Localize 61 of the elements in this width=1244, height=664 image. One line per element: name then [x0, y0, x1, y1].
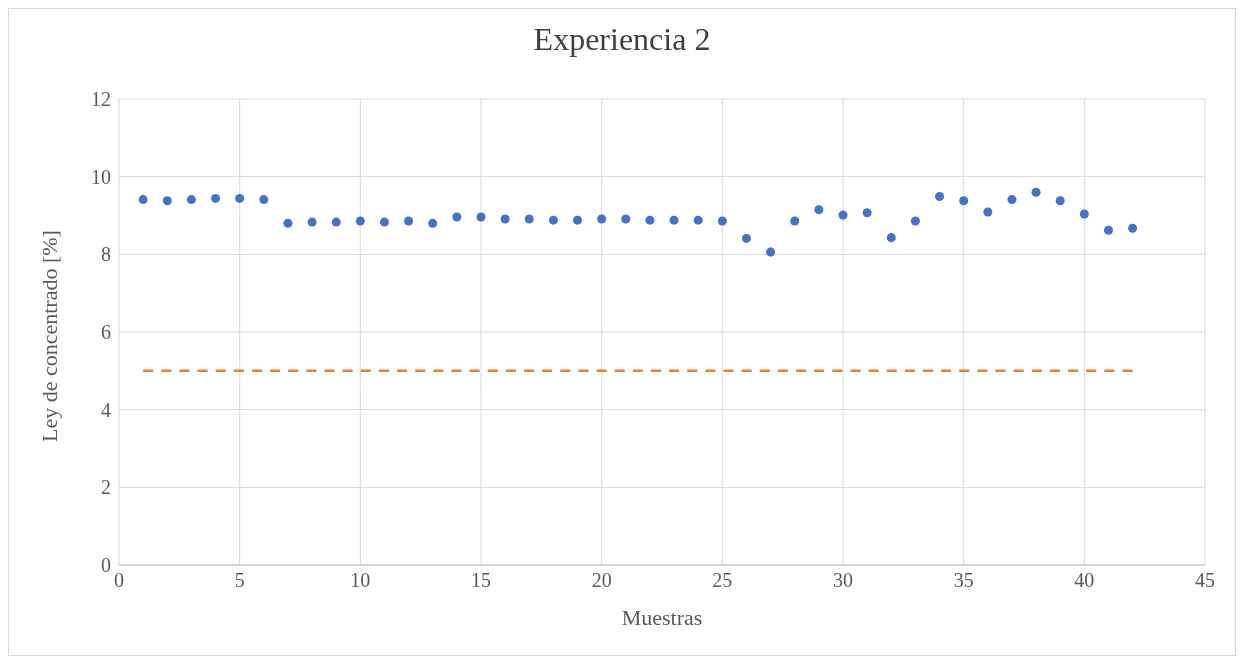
- point: [211, 193, 221, 203]
- point: [959, 196, 969, 206]
- y-tick-label: 0: [101, 554, 111, 577]
- point: [259, 195, 269, 205]
- point: [331, 217, 341, 227]
- point: [186, 195, 196, 205]
- point: [741, 233, 751, 243]
- point: [404, 216, 414, 226]
- point: [452, 212, 462, 222]
- x-tick-label: 25: [712, 569, 733, 592]
- point: [1079, 209, 1089, 219]
- point: [862, 208, 872, 218]
- x-tick-label: 20: [591, 569, 612, 592]
- x-tick-label: 15: [471, 569, 491, 592]
- x-tick-label: 45: [1195, 569, 1215, 592]
- point: [766, 247, 776, 257]
- point: [548, 215, 558, 225]
- point: [379, 217, 389, 227]
- point: [717, 216, 727, 226]
- x-axis-title: Muestras: [621, 605, 703, 630]
- chart-title: Experiencia 2: [532, 20, 712, 59]
- point: [524, 214, 534, 224]
- point: [621, 214, 631, 224]
- point: [983, 207, 993, 217]
- point: [597, 214, 607, 224]
- point: [283, 218, 293, 228]
- y-tick-label: 2: [101, 476, 111, 499]
- point: [693, 215, 703, 225]
- point: [235, 193, 245, 203]
- point: [645, 215, 655, 225]
- point: [573, 215, 583, 225]
- point: [1103, 225, 1113, 235]
- y-tick-label: 8: [101, 243, 111, 266]
- point: [307, 217, 317, 227]
- y-tick-label: 4: [101, 398, 111, 421]
- point: [1007, 195, 1017, 205]
- point: [1031, 187, 1041, 197]
- point: [814, 205, 824, 215]
- point: [1128, 223, 1138, 233]
- y-axis-title: Ley de concentrado [%]: [36, 230, 62, 442]
- point: [838, 210, 848, 220]
- point: [886, 233, 896, 243]
- point: [790, 216, 800, 226]
- point: [355, 216, 365, 226]
- x-tick-label: 35: [953, 569, 974, 592]
- y-tick-label: 10: [91, 165, 111, 188]
- point: [428, 218, 438, 228]
- y-tick-label: 6: [101, 321, 111, 344]
- x-tick-label: 30: [833, 569, 853, 592]
- y-tick-label: 12: [91, 88, 111, 111]
- point: [910, 216, 920, 226]
- x-tick-label: 10: [350, 569, 371, 592]
- point: [476, 212, 486, 222]
- point: [1055, 196, 1065, 206]
- point: [500, 214, 510, 224]
- point: [669, 215, 679, 225]
- point: [162, 196, 172, 206]
- x-tick-label: 5: [234, 569, 245, 592]
- point: [935, 191, 945, 201]
- x-tick-label: 40: [1074, 569, 1095, 592]
- point: [138, 195, 148, 205]
